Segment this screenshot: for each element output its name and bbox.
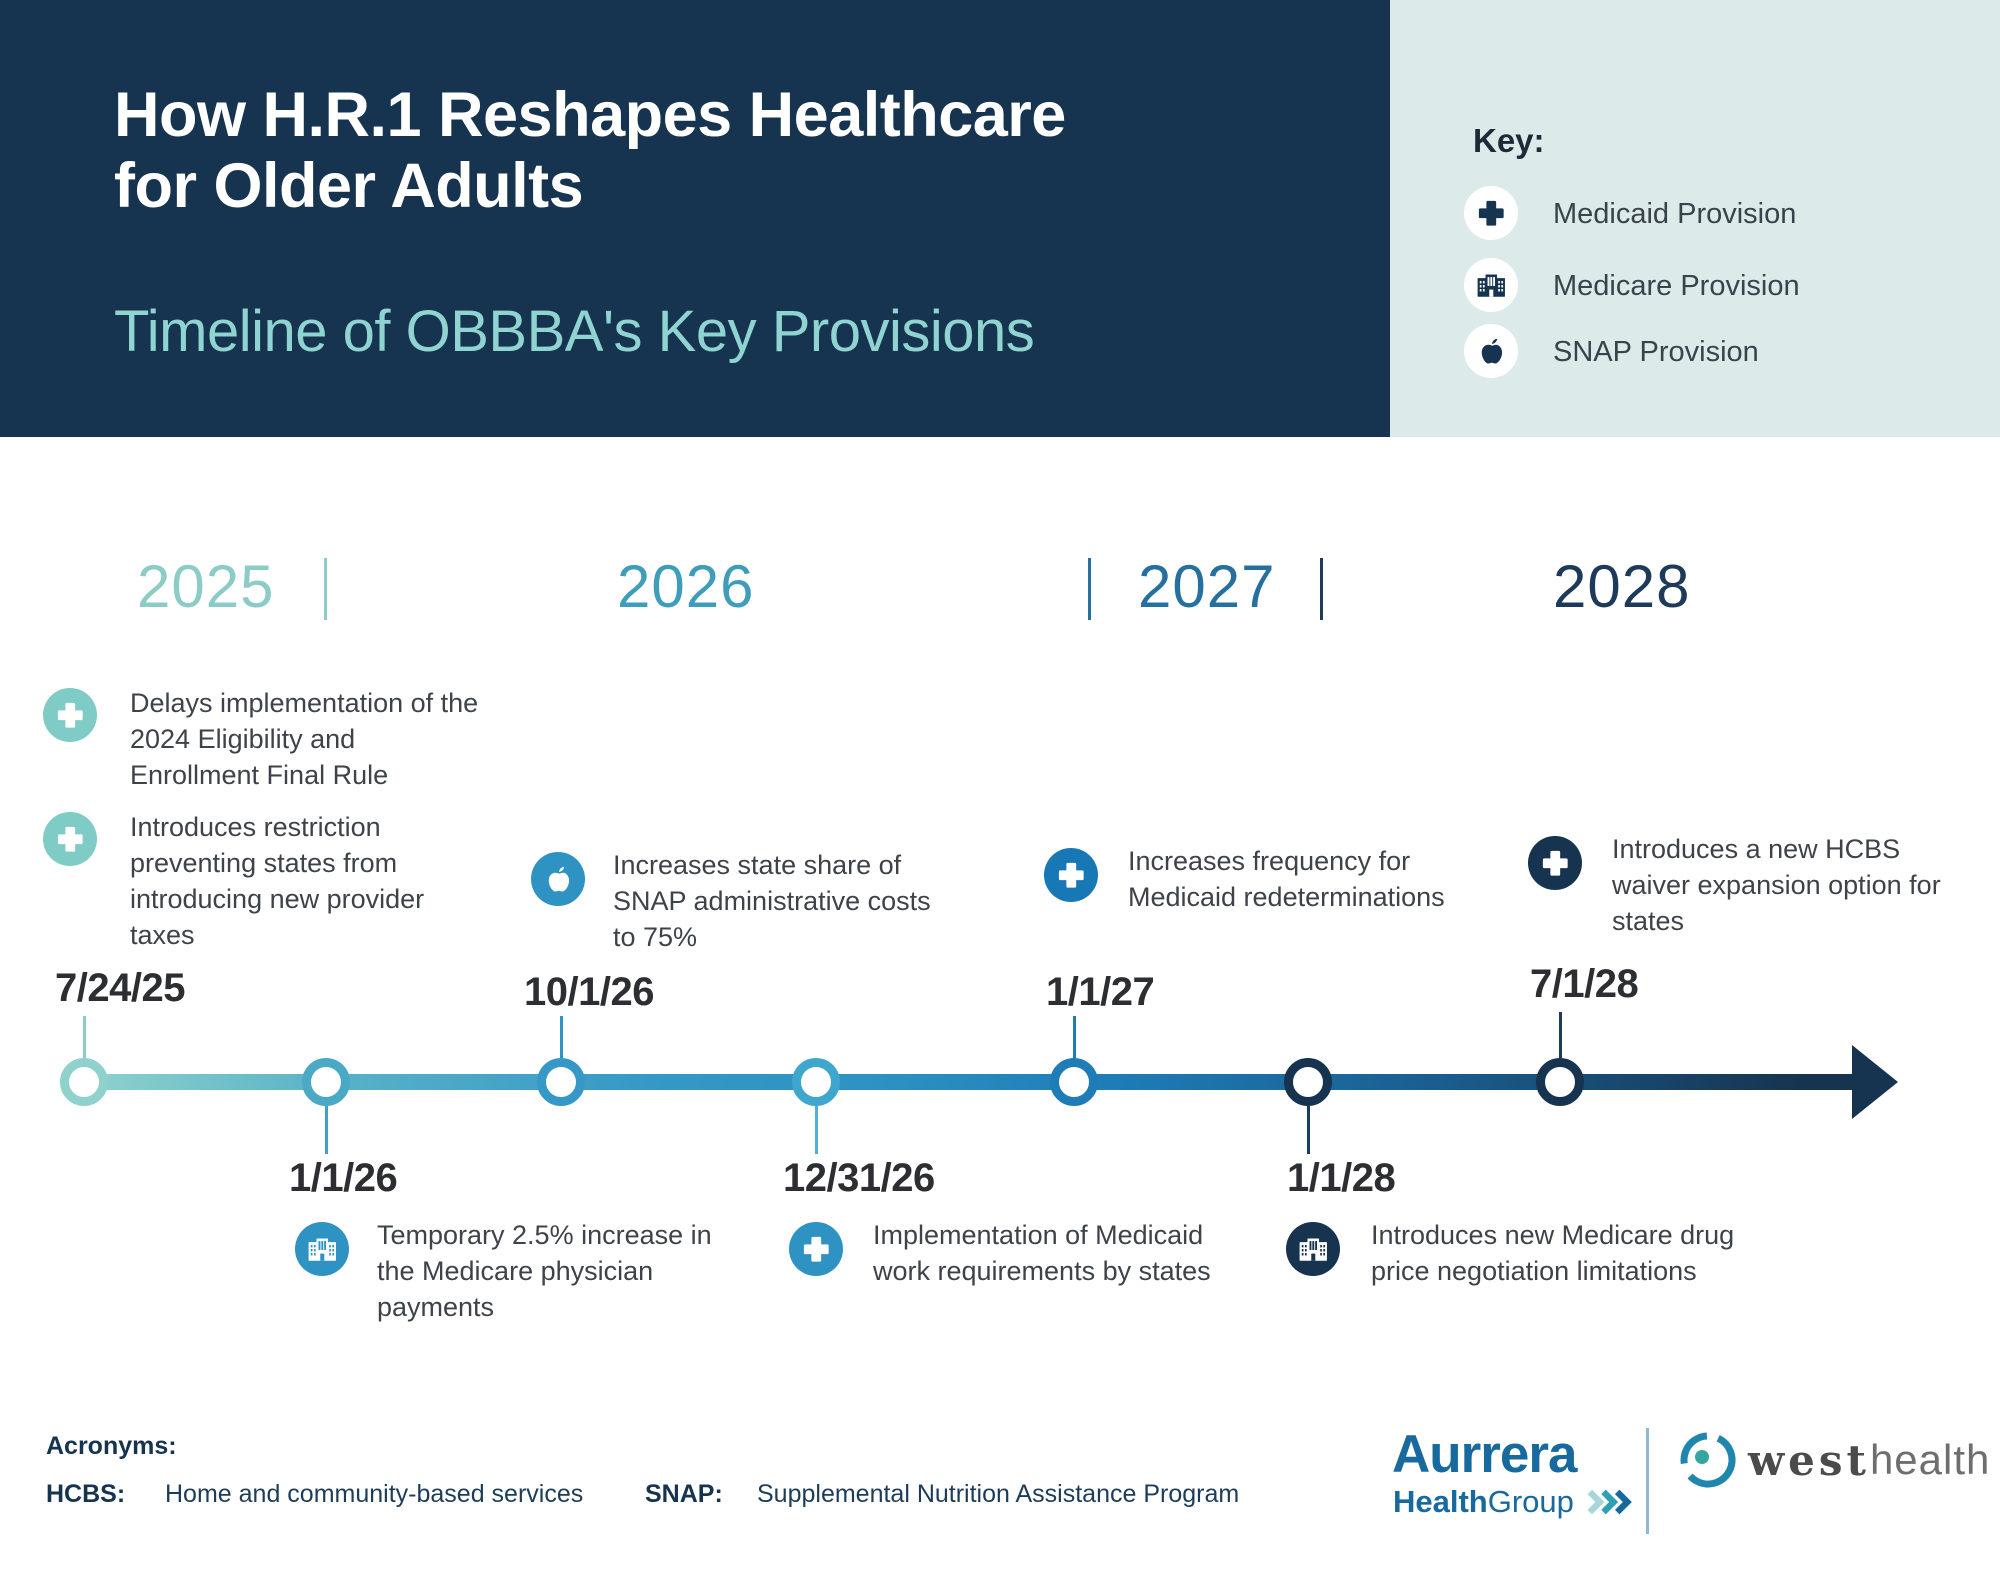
year-separator (1320, 558, 1323, 620)
event-date: 7/24/25 (55, 966, 185, 1010)
event-date: 10/1/26 (524, 970, 654, 1014)
westhealth-west-text: west (1748, 1435, 1870, 1485)
acronyms-title: Acronyms: (46, 1432, 177, 1460)
event-date: 12/31/26 (783, 1156, 935, 1200)
event-date: 1/1/27 (1046, 970, 1155, 1014)
page-subtitle: Timeline of OBBBA's Key Provisions (114, 299, 1035, 364)
event-text: Increases frequency for Medicaid redeter… (1128, 846, 1445, 912)
event-date: 1/1/28 (1287, 1156, 1396, 1200)
event-text: Delays implementation of the 2024 Eligib… (130, 688, 479, 790)
year-2025: 2025 (137, 553, 275, 620)
legend-label-medicaid: Medicaid Provision (1553, 198, 1797, 230)
westhealth-logo: west health (1678, 1430, 1990, 1490)
event-text: Temporary 2.5% increase in the Medicare … (377, 1220, 712, 1322)
year-separator (1088, 558, 1091, 620)
connector-line (83, 1016, 86, 1058)
timeline-bar (84, 1074, 1856, 1090)
connector-line (1073, 1016, 1076, 1058)
timeline-node-1-1-28 (1284, 1058, 1332, 1106)
connector-line (1307, 1106, 1310, 1154)
event-date: 1/1/26 (289, 1156, 398, 1200)
medicaid-cross-icon (789, 1222, 843, 1276)
legend-label-medicare: Medicare Provision (1553, 270, 1800, 302)
timeline-node-7-24-25 (60, 1058, 108, 1106)
event-text: Increases state share of SNAP administra… (613, 850, 931, 952)
year-2028: 2028 (1553, 553, 1691, 620)
medicare-building-icon (1286, 1222, 1340, 1276)
page-title-line1: How H.R.1 Reshapes Healthcare (114, 80, 1066, 150)
timeline-node-12-31-26 (792, 1058, 840, 1106)
snap-apple-icon (531, 852, 585, 906)
acronym-abbr-snap: SNAP: (645, 1480, 723, 1508)
connector-line (815, 1106, 818, 1154)
event-text: Implementation of Medicaid work requirem… (873, 1220, 1211, 1286)
timeline-node-10-1-26 (537, 1058, 585, 1106)
connector-line (325, 1106, 328, 1154)
logo-divider (1646, 1428, 1649, 1534)
year-2026: 2026 (617, 553, 755, 620)
connector-line (560, 1016, 563, 1058)
medicaid-cross-icon (43, 812, 97, 866)
timeline-arrowhead-icon (1852, 1045, 1898, 1119)
medicare-building-icon (295, 1222, 349, 1276)
aurrera-health-text: Health (1393, 1484, 1488, 1519)
timeline-node-1-1-27 (1050, 1058, 1098, 1106)
acronym-full-hcbs: Home and community-based services (165, 1480, 584, 1508)
acronym-abbr-hcbs: HCBS: (46, 1480, 126, 1508)
event-date: 7/1/28 (1530, 962, 1639, 1006)
event-text: Introduces a new HCBS waiver expansion o… (1612, 834, 1941, 936)
header-band (0, 0, 1390, 437)
aurrera-logo: Aurrera (1392, 1425, 1577, 1484)
legend-title: Key: (1473, 122, 1545, 159)
year-2027: 2027 (1138, 553, 1276, 620)
page-title-line2: for Older Adults (114, 150, 584, 221)
page-title: How H.R.1 Reshapes Healthcare for Older … (114, 80, 1334, 221)
medicaid-cross-icon (1044, 848, 1098, 902)
timeline-node-1-1-26 (302, 1058, 350, 1106)
year-separator (324, 558, 327, 620)
legend-label-snap: SNAP Provision (1553, 336, 1759, 368)
timeline-node-7-1-28 (1536, 1058, 1584, 1106)
aurrera-group-text: Group (1487, 1484, 1574, 1519)
acronym-full-snap: Supplemental Nutrition Assistance Progra… (757, 1480, 1240, 1508)
westhealth-health-text: health (1869, 1436, 1991, 1483)
medicaid-cross-icon (43, 688, 97, 742)
chevrons-icon (1587, 1489, 1632, 1515)
snap-apple-icon (1464, 324, 1518, 378)
aurrera-logo-subline: Health Group (1393, 1484, 1636, 1520)
westhealth-circle-icon (1680, 1432, 1736, 1488)
event-text: Introduces restriction preventing states… (130, 812, 425, 950)
medicare-building-icon (1464, 258, 1518, 312)
connector-line (1559, 1012, 1562, 1058)
event-text: Introduces new Medicare drug price negot… (1371, 1220, 1735, 1286)
medicaid-cross-icon (1464, 186, 1518, 240)
medicaid-cross-icon (1528, 836, 1582, 890)
